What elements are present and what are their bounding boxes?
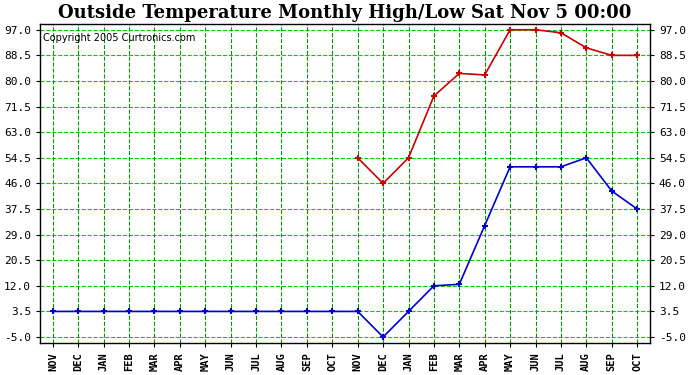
- Text: Copyright 2005 Curtronics.com: Copyright 2005 Curtronics.com: [43, 33, 196, 43]
- Title: Outside Temperature Monthly High/Low Sat Nov 5 00:00: Outside Temperature Monthly High/Low Sat…: [59, 4, 631, 22]
